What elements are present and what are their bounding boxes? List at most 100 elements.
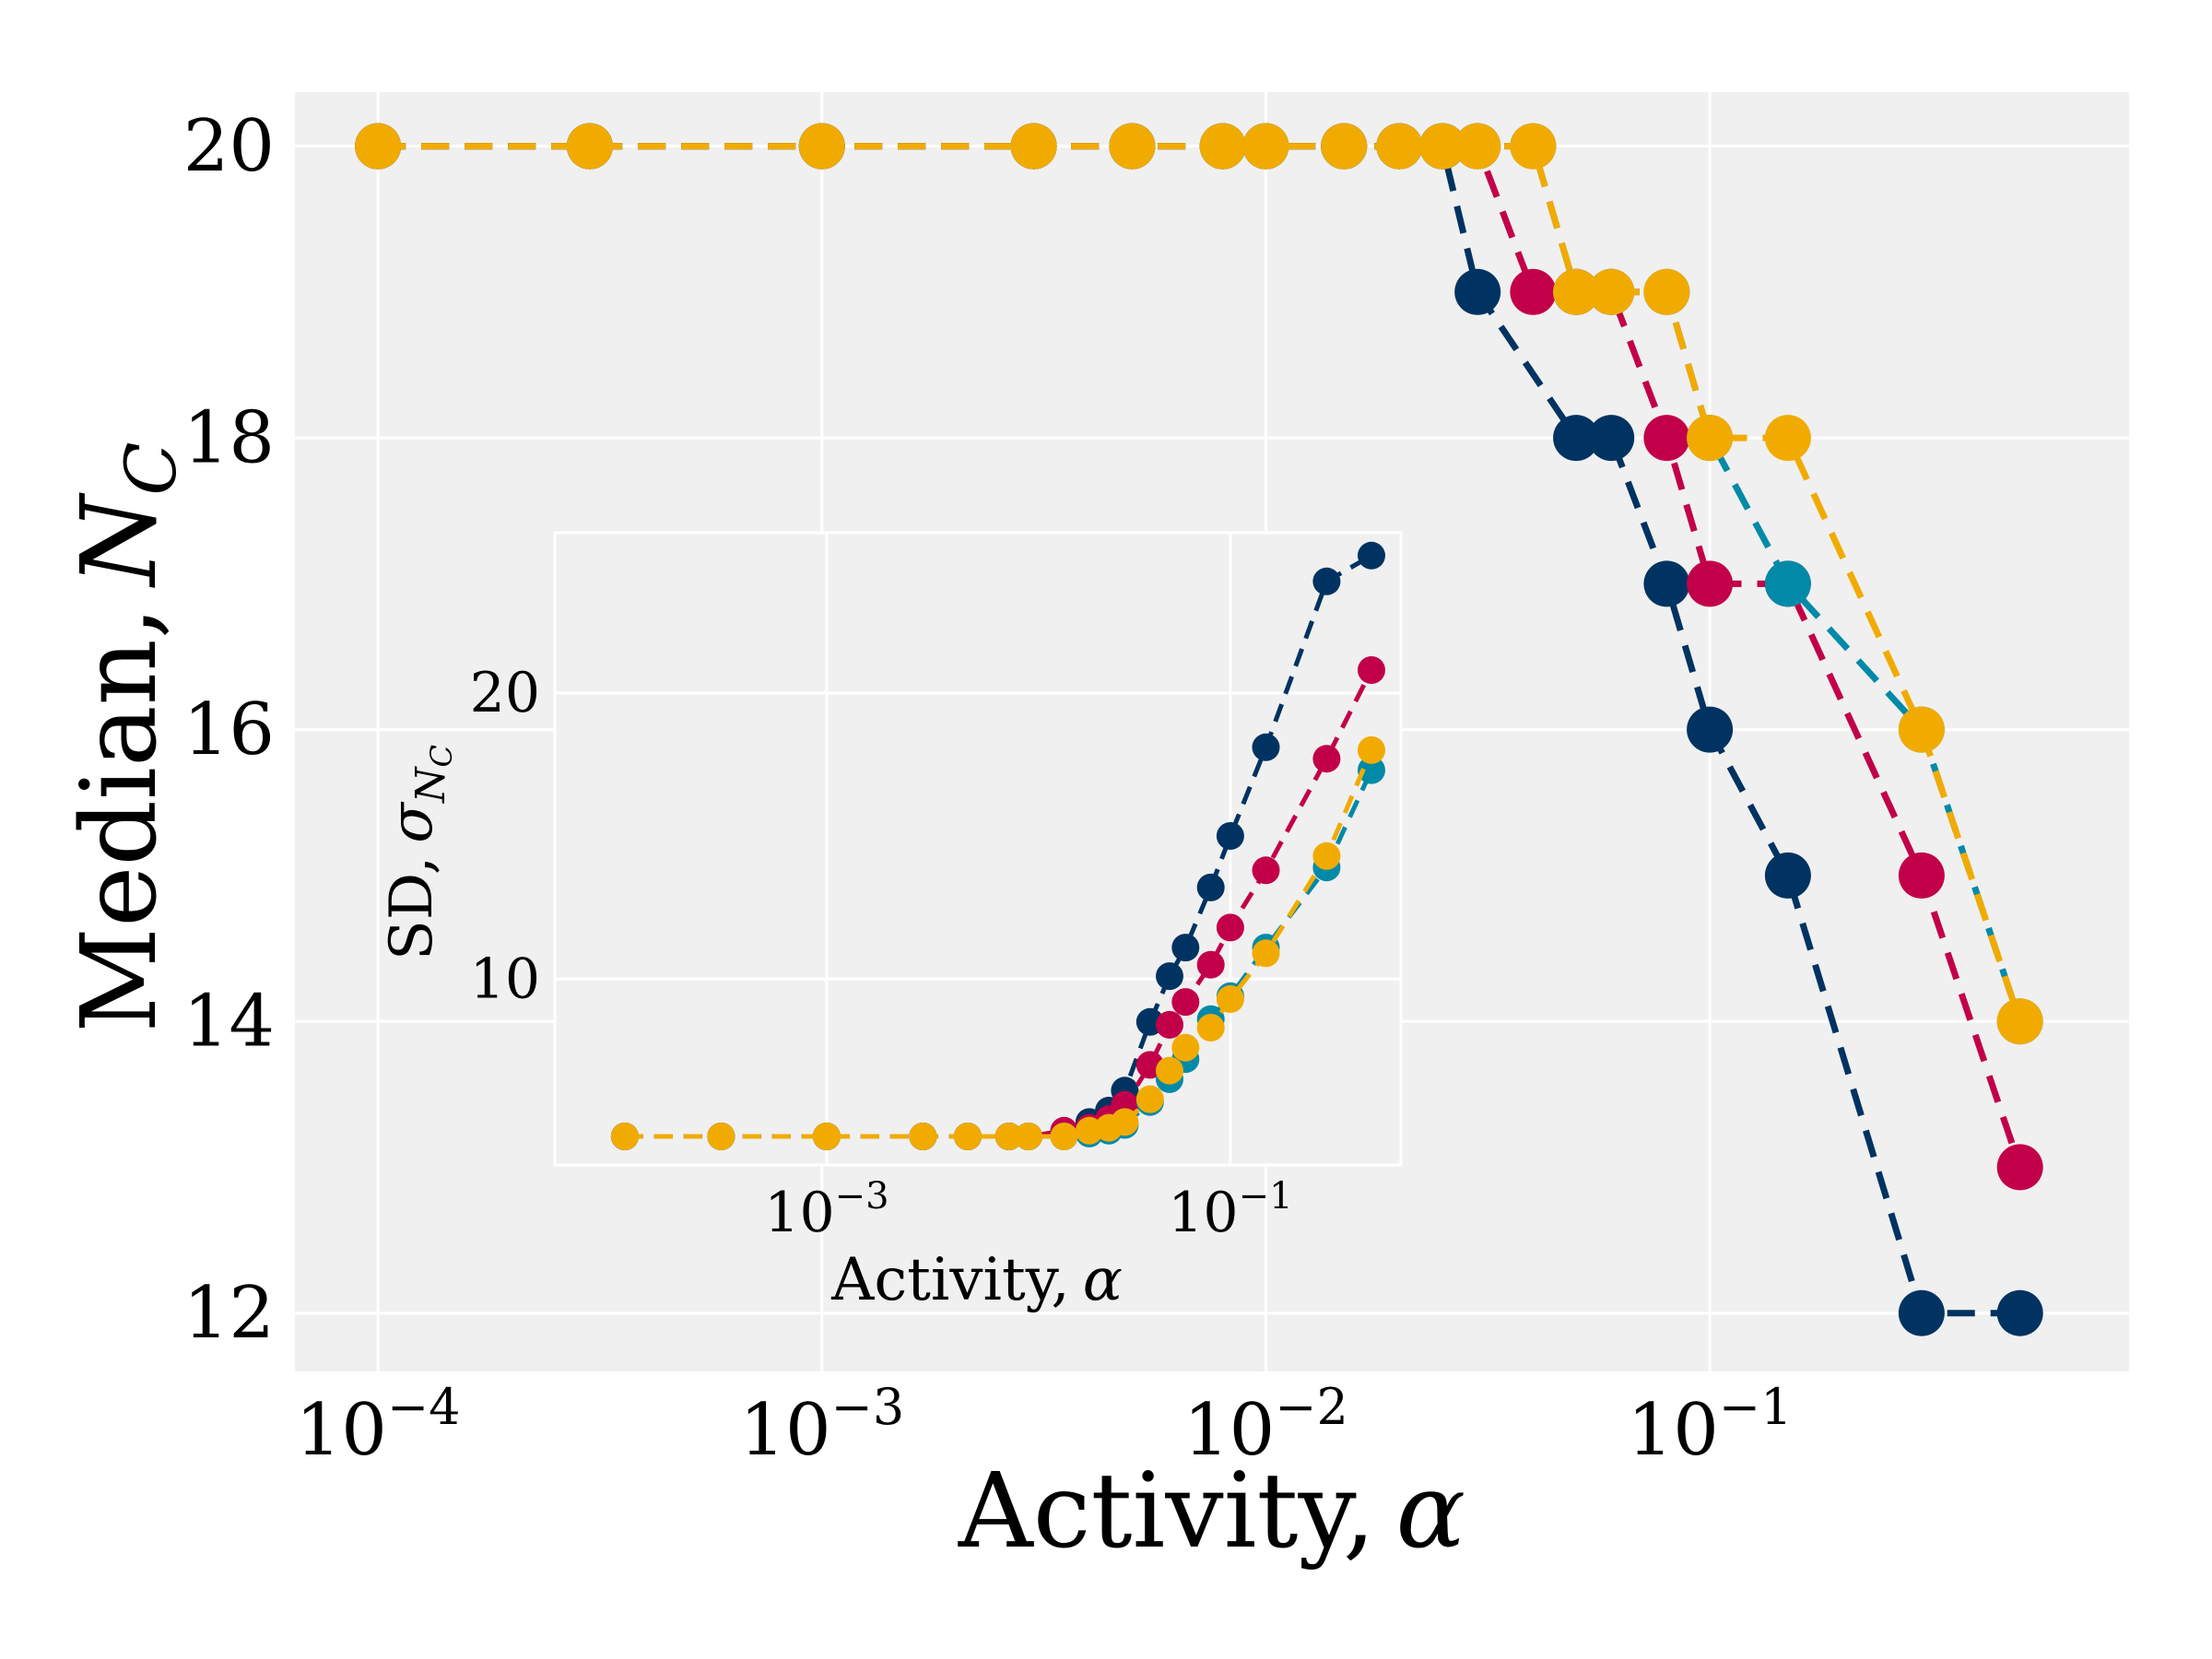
main-data-point: [1553, 268, 1600, 315]
main-x-tick-exponent: −2: [1275, 1378, 1348, 1436]
main-x-tick-label: 10−3: [739, 1378, 904, 1472]
inset-data-point: [909, 1123, 937, 1150]
main-series-group: [355, 123, 2043, 1336]
inset-data-point: [994, 1123, 1023, 1150]
inset-data-point: [1135, 1085, 1164, 1113]
inset-data-point: [1196, 1014, 1225, 1041]
main-x-tick-label: 10−2: [1183, 1378, 1348, 1472]
main-data-point: [355, 123, 402, 170]
inset-data-point: [1312, 841, 1341, 870]
inset-data-point: [1216, 985, 1244, 1013]
main-data-point: [1199, 123, 1246, 170]
inset-y-axis-title-text: SD,: [378, 856, 446, 960]
main-x-tick-labels: 10−4 10−3 10−2 10−1: [296, 1378, 1793, 1472]
inset-plot-background: [553, 531, 1403, 1167]
inset-data-point: [707, 1123, 735, 1150]
main-series-4: [355, 123, 2043, 1045]
main-y-axis-title: Median, NC: [60, 441, 192, 1032]
inset-data-point: [1111, 1108, 1139, 1136]
inset-data-point: [1171, 1033, 1200, 1062]
inset-data-point: [1358, 541, 1385, 570]
main-data-point: [1996, 1289, 2043, 1336]
main-x-axis-title-symbol: α: [1395, 1452, 1465, 1571]
inset-data-point: [1156, 1056, 1183, 1085]
inset-x-tick-exponent: −3: [835, 1175, 889, 1218]
inset-data-point: [1156, 1010, 1183, 1039]
inset-data-point: [1252, 733, 1280, 761]
main-x-tick-exponent: −4: [387, 1378, 461, 1436]
main-data-point: [1242, 123, 1289, 170]
main-x-tick-base: 10: [739, 1389, 830, 1472]
inset-series-group: [610, 541, 1385, 1150]
main-x-tick-base: 10: [296, 1389, 387, 1472]
main-data-point: [1510, 123, 1557, 170]
main-data-point: [1996, 1144, 2043, 1191]
main-data-point: [1643, 560, 1690, 607]
main-data-point: [1687, 706, 1734, 753]
main-y-tick-label: 20: [183, 105, 275, 188]
main-data-point: [1764, 560, 1811, 607]
main-data-point: [1898, 852, 1945, 899]
inset-data-point: [610, 1123, 639, 1150]
main-data-point: [1454, 268, 1501, 315]
inset-data-point: [1196, 950, 1225, 979]
main-y-tick-label: 14: [183, 981, 275, 1064]
main-data-point: [1643, 268, 1690, 315]
main-data-point: [1687, 415, 1734, 462]
main-y-tick-labels: 12 14 16 18 20: [183, 105, 275, 1355]
inset-y-tick-labels: 10 20: [470, 661, 540, 1011]
inset-x-tick-exponent: −1: [1239, 1175, 1293, 1218]
inset-x-tick-base: 10: [1168, 1181, 1238, 1245]
main-x-axis-title: Activity, α: [958, 1452, 1465, 1571]
inset-x-axis-title-text: Activity,: [830, 1246, 1070, 1314]
main-data-point: [1109, 123, 1156, 170]
main-data-point: [798, 123, 845, 170]
main-x-axis-title-text: Activity,: [958, 1452, 1376, 1571]
inset-y-axis-title-subscript: N: [407, 766, 454, 804]
main-y-tick-label: 12: [183, 1272, 275, 1355]
main-data-point: [1996, 998, 2043, 1045]
inset-x-axis-title-symbol: α: [1083, 1246, 1123, 1314]
main-y-axis-title-symbol: N: [60, 492, 180, 589]
inset-x-axis-title: Activity, α: [830, 1246, 1123, 1314]
main-data-point: [1419, 123, 1466, 170]
inset-data-point: [1050, 1123, 1078, 1150]
inset-data-point: [1358, 756, 1385, 784]
inset-data-point: [1358, 735, 1385, 764]
main-x-tick-label: 10−4: [296, 1378, 461, 1472]
main-data-point: [566, 123, 613, 170]
inset-y-tick-label: 10: [470, 947, 540, 1012]
inset-y-axis-title-subsubscript: C: [424, 745, 459, 767]
inset-data-point: [1312, 567, 1341, 595]
inset-y-axis-title: SD, σNC: [378, 745, 459, 960]
main-data-point: [1643, 415, 1690, 462]
main-data-point: [1454, 123, 1501, 170]
inset-y-tick-label: 20: [470, 661, 540, 725]
main-y-tick-label: 18: [183, 397, 275, 480]
main-data-point: [1553, 415, 1600, 462]
inset-data-point: [1216, 913, 1244, 942]
inset-data-point: [954, 1123, 982, 1150]
inset-data-point: [1196, 873, 1225, 901]
main-x-tick-exponent: −3: [831, 1378, 905, 1436]
main-x-tick-exponent: −1: [1719, 1378, 1793, 1436]
main-data-point: [1898, 1289, 1945, 1336]
main-x-tick-base: 10: [1628, 1389, 1719, 1472]
inset-data-point: [1014, 1123, 1042, 1150]
main-x-tick-label: 10−1: [1628, 1378, 1793, 1472]
inset-data-point: [812, 1123, 841, 1150]
main-data-point: [1510, 268, 1557, 315]
inset-data-point: [1216, 822, 1244, 850]
main-y-axis-title-subscript: C: [110, 441, 192, 495]
inset-data-point: [1252, 939, 1280, 968]
main-data-point: [1321, 123, 1368, 170]
main-data-point: [1764, 852, 1811, 899]
inset-x-tick-base: 10: [764, 1181, 834, 1245]
inset-data-point: [1171, 934, 1200, 962]
inset-data-point: [1358, 656, 1385, 684]
inset-series-4: [610, 735, 1385, 1150]
inset-x-tick-label: 10−3: [764, 1175, 888, 1245]
main-data-point: [1898, 706, 1945, 753]
